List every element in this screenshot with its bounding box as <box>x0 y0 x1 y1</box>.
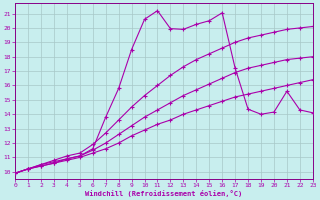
X-axis label: Windchill (Refroidissement éolien,°C): Windchill (Refroidissement éolien,°C) <box>85 190 243 197</box>
